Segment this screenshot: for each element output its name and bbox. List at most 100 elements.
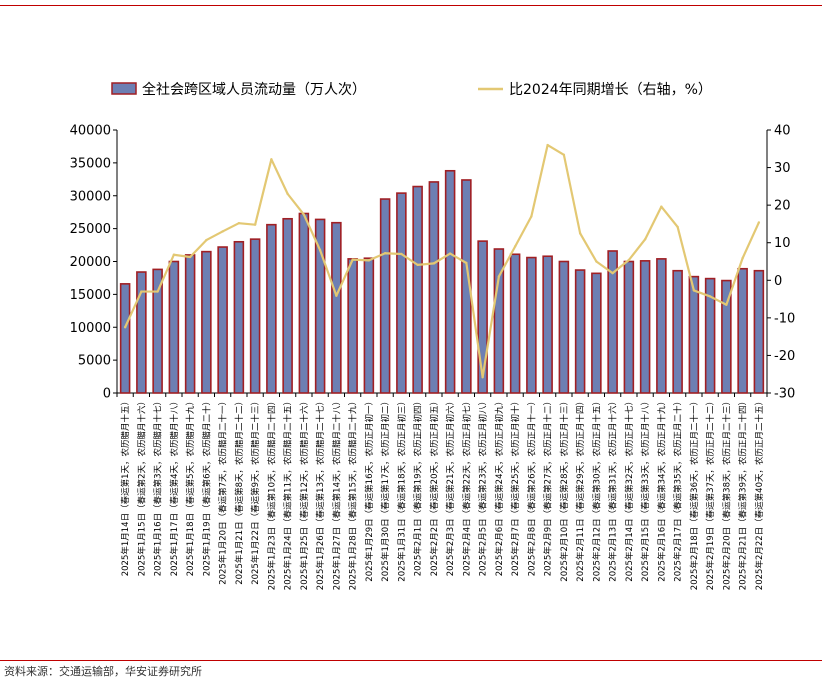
x-category-labels: 2025年1月14日（春运第1天，农历腊月十五） 2025年1月15日（春运第2天…	[120, 397, 765, 590]
growth-point	[497, 275, 501, 278]
x-category-label: 2025年1月24日（春运第11天，农历腊月二十五）	[283, 397, 294, 590]
bar	[314, 218, 326, 394]
bottom-rule	[0, 660, 822, 661]
x-category-label: 2025年1月16日（春运第3天，农历腊月十七）	[153, 397, 164, 576]
bar	[574, 269, 586, 394]
x-category-label: 2025年1月31日（春运第18天，农历正月初三）	[396, 397, 407, 582]
y-right-tick-label: 0	[774, 274, 782, 289]
growth-point	[643, 238, 647, 241]
x-category-label: 2025年2月13日（春运第31天，农历正月十六）	[608, 397, 619, 582]
bar	[428, 181, 440, 394]
x-category-label: 2025年2月19日（春运第37天，农历正月二十二）	[705, 397, 716, 590]
y-left-tick-label: 20000	[70, 255, 111, 270]
y-left-tick-label: 25000	[70, 222, 111, 237]
bar	[639, 260, 651, 394]
bar	[152, 268, 163, 394]
bar	[233, 240, 245, 394]
x-category-label: 2025年1月29日（春运第16天，农历正月初一）	[364, 397, 375, 582]
x-category-label: 2025年2月15日（春运第33天，农历正月十八）	[640, 397, 651, 582]
bar	[688, 275, 700, 394]
growth-line	[123, 143, 761, 379]
growth-point	[708, 295, 712, 298]
bar	[347, 258, 358, 394]
growth-point	[335, 294, 338, 297]
x-category-label: 2025年2月21日（春运第39天，农历正月二十四）	[738, 397, 749, 590]
y-left-tick-label: 35000	[70, 156, 111, 171]
bar	[119, 283, 131, 394]
x-category-label: 2025年2月10日（春运第28天，农历正月十三）	[559, 397, 570, 582]
growth-point	[562, 153, 566, 156]
x-category-label: 2025年1月14日（春运第1天，农历腊月十五）	[120, 397, 131, 576]
bar	[737, 267, 748, 394]
bar	[477, 240, 488, 394]
growth-point	[530, 215, 533, 218]
bar	[558, 260, 570, 394]
growth-point	[123, 326, 127, 329]
growth-point	[416, 263, 419, 267]
y-left-tick-label: 30000	[70, 189, 111, 204]
bar	[136, 271, 147, 394]
bar	[704, 277, 716, 394]
x-category-label: 2025年1月15日（春运第2天，农历腊月十六）	[136, 397, 147, 576]
bar	[282, 217, 293, 394]
growth-point	[270, 158, 273, 161]
growth-point	[383, 252, 387, 255]
bar	[493, 248, 505, 394]
bar	[217, 246, 228, 394]
legend-bar-swatch	[111, 82, 137, 95]
y-left-tick-label: 40000	[70, 124, 111, 139]
growth-point	[351, 258, 354, 261]
x-category-label: 2025年2月7日（春运第25天，农历正月初十）	[510, 397, 521, 576]
x-category-label: 2025年1月26日（春运第13天，农历腊月二十七）	[315, 397, 326, 590]
x-category-label: 2025年2月20日（春运第38天，农历正月二十三）	[721, 397, 732, 590]
bar	[509, 253, 521, 394]
source-note: 资料来源：交通运输部，华安证券研究所	[4, 665, 202, 678]
x-category-label: 2025年2月14日（春运第32天，农历正月十七）	[624, 397, 635, 582]
growth-point	[741, 256, 744, 260]
x-category-label: 2025年2月17日（春运第35天，农历正月二十）	[673, 397, 684, 582]
growth-point	[481, 376, 484, 379]
y-right-tick-label: 40	[774, 124, 791, 139]
x-category-label: 2025年2月4日（春运第22天，农历正月初七）	[461, 397, 472, 576]
x-category-label: 2025年2月1日（春运第19天，农历正月初四）	[413, 397, 424, 576]
bar	[591, 272, 602, 394]
growth-point	[400, 252, 403, 256]
y-left-tick-label: 0	[103, 387, 111, 402]
chart: 全社会跨区域人员流动量（万人次） 比2024年同期增长（右轴，%） 0 5000 1…	[70, 81, 796, 590]
bar	[396, 192, 407, 394]
growth-point	[692, 289, 696, 292]
x-category-label: 2025年2月8日（春运第26天，农历正月十一）	[526, 397, 537, 576]
growth-point	[595, 260, 598, 263]
y-right-tick-label: -20	[774, 349, 795, 364]
x-category-label: 2025年2月16日（春运第34天，农历正月十九）	[656, 397, 667, 582]
bar	[363, 257, 375, 394]
axes: 0 5000 10000 15000 20000 25000 30000 35000 40000…	[70, 124, 796, 402]
growth-point	[367, 259, 371, 262]
legend-line-label: 比2024年同期增长（右轴，%）	[509, 82, 712, 98]
x-category-label: 2025年2月3日（春运第21天，农历正月初六）	[445, 397, 456, 576]
growth-point	[546, 143, 549, 147]
x-category-label: 2025年1月18日（春运第5天，农历腊月十九）	[185, 397, 196, 576]
x-category-label: 2025年2月2日（春运第20天，农历正月初五）	[429, 397, 440, 576]
x-category-label: 2025年1月27日（春运第14天，农历腊月二十八）	[331, 397, 342, 590]
x-category-label: 2025年1月23日（春运第10天，农历腊月二十四）	[266, 397, 277, 590]
y-right-tick-label: 30	[774, 161, 791, 176]
bar	[379, 198, 391, 394]
bar	[184, 254, 196, 394]
bar	[672, 269, 683, 394]
x-category-label: 2025年1月25日（春运第12天，农历腊月二十六）	[299, 397, 310, 590]
y-left-tick-label: 5000	[78, 354, 111, 369]
x-category-label: 2025年2月5日（春运第23天，农历正月初八）	[478, 397, 489, 576]
y-left-tick-label: 15000	[70, 288, 111, 303]
x-category-label: 2025年1月30日（春运第17天，农历正月初二）	[380, 397, 391, 582]
growth-point	[318, 249, 322, 252]
growth-point	[237, 221, 241, 225]
growth-line-path	[124, 143, 760, 379]
bar	[412, 185, 423, 394]
bar	[656, 258, 667, 394]
growth-point	[221, 230, 224, 233]
bar	[249, 238, 261, 394]
growth-point	[253, 223, 257, 226]
growth-point	[302, 213, 306, 216]
x-category-label: 2025年1月20日（春运第7天，农历腊月二十一）	[218, 397, 229, 585]
